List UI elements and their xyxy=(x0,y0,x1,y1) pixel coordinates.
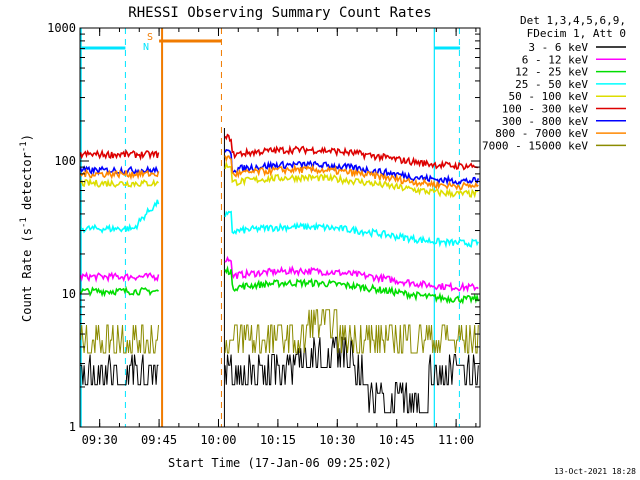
legend-header-line-1: Det 1,3,4,5,6,9, xyxy=(520,14,626,27)
axis-layer: 09:30 09:45 10:00 10:15 10:30 10:45 11:00 1 10 10… xyxy=(47,21,480,447)
series-line-pre xyxy=(79,168,160,181)
legend-label: 3 - 6 keV xyxy=(528,41,588,54)
series-line-post xyxy=(224,155,479,191)
legend-label: 100 - 300 keV xyxy=(502,103,588,116)
series-line-post xyxy=(224,265,480,305)
x-tick-label: 09:30 xyxy=(82,433,118,447)
x-tick-label: 10:00 xyxy=(200,433,236,447)
series-line-pre xyxy=(79,271,160,284)
legend-label: 800 - 7000 keV xyxy=(495,127,588,140)
night-flag-label: N xyxy=(143,42,149,53)
y-axis-label-end: ) xyxy=(20,134,34,141)
series-line-pre xyxy=(80,354,159,386)
x-tick-label: 10:45 xyxy=(379,433,415,447)
x-axis-label: Start Time (17-Jan-06 09:25:02) xyxy=(168,456,392,470)
series-line-pre xyxy=(80,324,159,354)
legend-label: 300 - 800 keV xyxy=(502,115,588,128)
x-tick-label: 10:15 xyxy=(260,433,296,447)
legend-label: 7000 - 15000 keV xyxy=(482,139,588,152)
x-tick-label: 11:00 xyxy=(438,433,474,447)
y-axis-label-mid: detector xyxy=(20,152,34,217)
x-tick-label: 09:45 xyxy=(141,433,177,447)
series-line-post xyxy=(224,133,479,171)
series-line-post xyxy=(224,309,479,354)
series-line-post xyxy=(224,210,480,249)
legend-label: 25 - 50 keV xyxy=(515,78,588,91)
y-axis-label-main: Count Rate (s xyxy=(20,228,34,322)
series-line-pre xyxy=(79,177,160,188)
plot-layer xyxy=(79,28,480,427)
y-axis-label-sup1: -1 xyxy=(19,217,29,228)
y-axis-label-sup2: -1 xyxy=(19,141,29,152)
legend-label: 12 - 25 keV xyxy=(515,66,588,79)
x-tick-label: 10:30 xyxy=(319,433,355,447)
chart-title: RHESSI Observing Summary Count Rates xyxy=(128,5,431,21)
y-tick-label: 1000 xyxy=(47,21,76,35)
y-axis-label: Count Rate (s-1 detector-1) xyxy=(19,134,34,322)
plot-frame xyxy=(79,27,481,428)
series-line-post xyxy=(224,336,479,414)
y-tick-label: 10 xyxy=(62,287,76,301)
series-line-pre xyxy=(79,148,160,161)
legend-label: 50 - 100 keV xyxy=(509,90,589,103)
footer-date: 13-Oct-2021 18:28 xyxy=(554,467,636,476)
y-tick-label: 1 xyxy=(69,420,76,434)
series-line-pre xyxy=(79,199,160,234)
series-line-post xyxy=(224,148,480,186)
series-line-pre xyxy=(79,285,160,298)
series-line-post xyxy=(224,160,479,199)
y-tick-label: 100 xyxy=(54,154,76,168)
saa-flag-label: S xyxy=(147,32,153,43)
legend-label: 6 - 12 keV xyxy=(522,53,589,66)
series-line-post xyxy=(224,255,479,293)
legend-header-line-2: FDecim 1, Att 0 xyxy=(527,27,626,40)
